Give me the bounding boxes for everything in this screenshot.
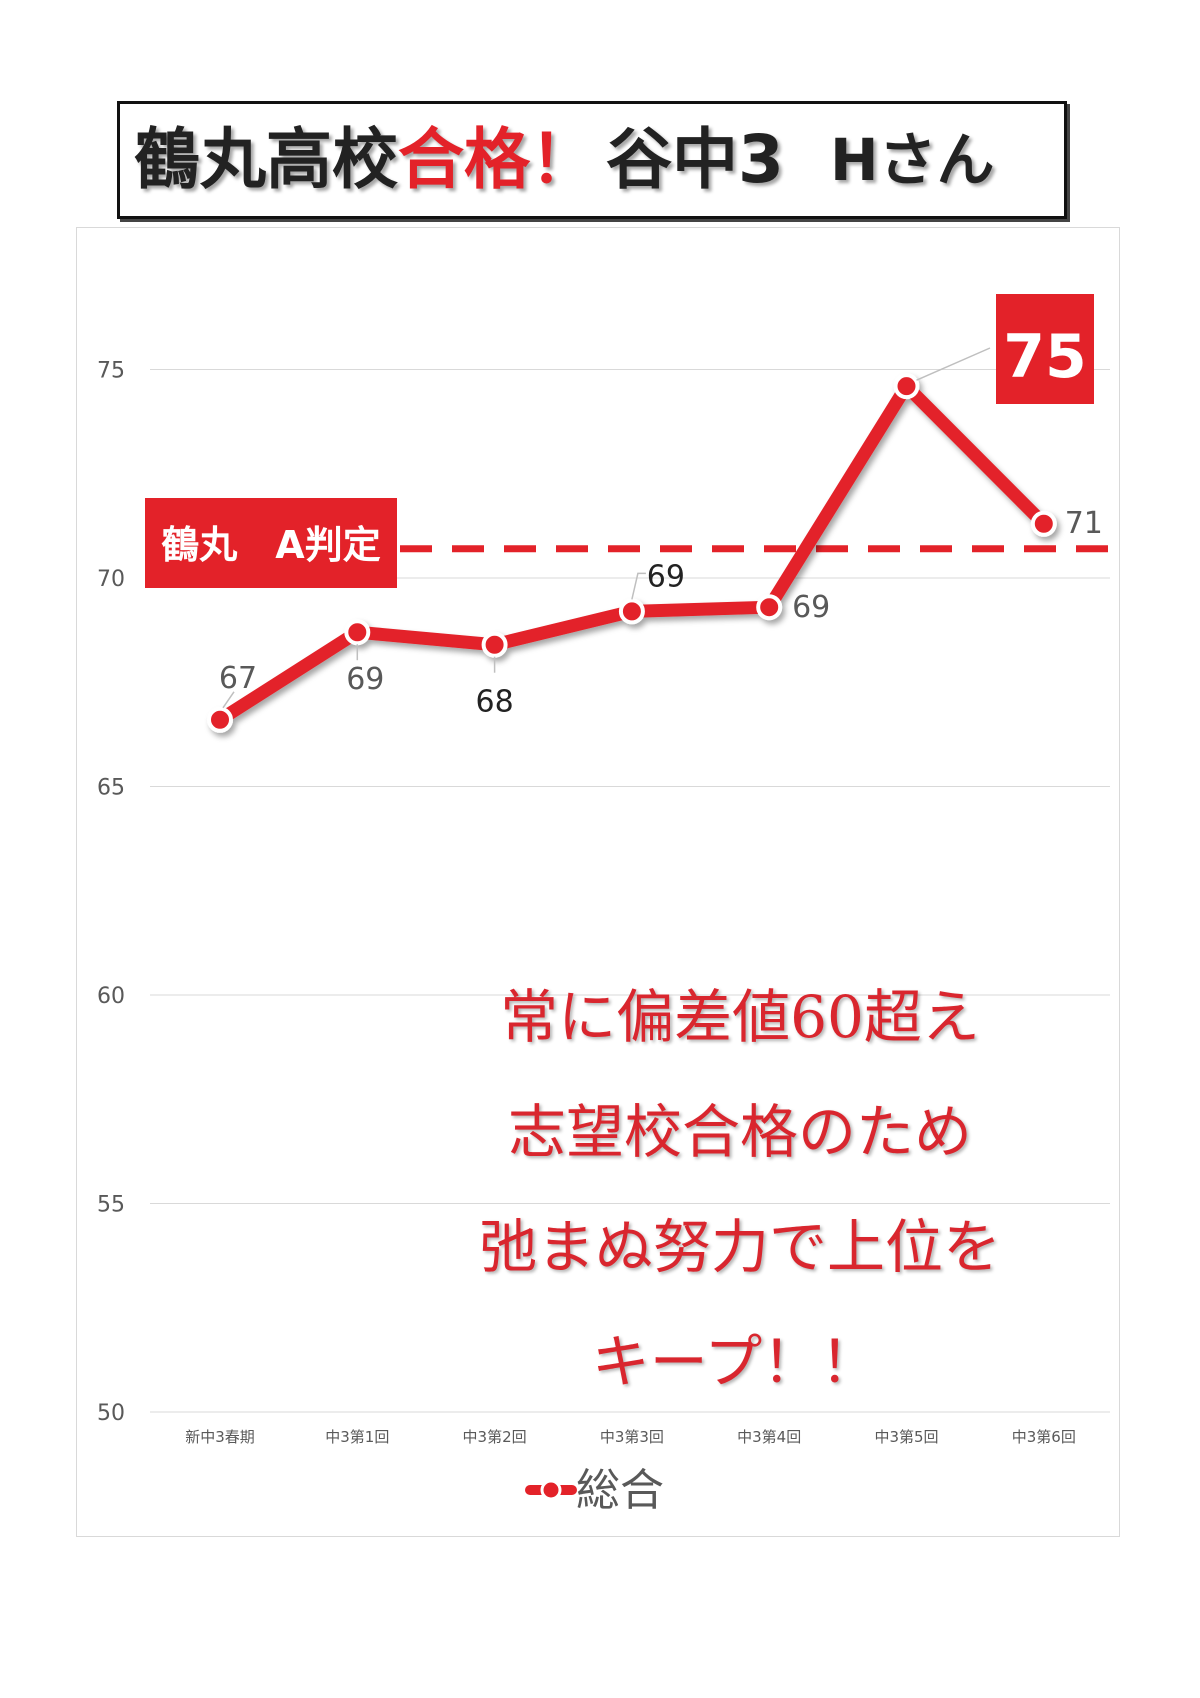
data-point bbox=[756, 594, 783, 621]
legend-label: 総合 bbox=[576, 1465, 664, 1516]
data-point bbox=[481, 631, 508, 658]
message-line-2: 志望校合格のため bbox=[507, 1098, 972, 1166]
leader-line bbox=[916, 347, 991, 381]
message-text: 常に偏差値60超え 志望校合格のため 弛まぬ努力で上位を キープ！！ bbox=[430, 960, 1050, 1420]
data-label: 69 bbox=[792, 590, 830, 625]
leader-line bbox=[631, 572, 646, 600]
x-tick-label: 中3第4回 bbox=[737, 1428, 801, 1446]
x-tick-label: 中3第1回 bbox=[325, 1428, 389, 1446]
data-point bbox=[1030, 510, 1057, 537]
x-tick-label: 中3第3回 bbox=[600, 1428, 664, 1446]
title-pass: 合格！ bbox=[398, 121, 596, 198]
data-label: 69 bbox=[647, 559, 685, 594]
y-tick-label: 55 bbox=[97, 1193, 125, 1218]
message-line-3: 弛まぬ努力で上位を bbox=[478, 1213, 1001, 1281]
title-school: 鶴丸高校 bbox=[134, 121, 398, 198]
data-label: 68 bbox=[476, 685, 514, 720]
data-label: 71 bbox=[1065, 506, 1103, 541]
threshold-badge bbox=[145, 498, 397, 588]
x-tick-label: 中3第5回 bbox=[874, 1428, 938, 1446]
data-label: 69 bbox=[346, 662, 384, 697]
data-label: 75 bbox=[1003, 322, 1087, 392]
title-school-grade: 谷中3 bbox=[606, 121, 784, 198]
y-tick-label: 75 bbox=[97, 359, 125, 384]
title-banner: 鶴丸高校 合格！ 谷中3 Hさん bbox=[117, 101, 1067, 219]
highlight-label-box bbox=[996, 294, 1094, 404]
x-tick-label: 中3第6回 bbox=[1012, 1428, 1076, 1446]
data-point bbox=[344, 619, 371, 646]
y-tick-label: 50 bbox=[97, 1401, 125, 1426]
title-student: Hさん bbox=[829, 126, 995, 194]
data-label: 67 bbox=[219, 661, 257, 696]
y-tick-label: 70 bbox=[97, 567, 125, 592]
x-tick-label: 新中3春期 bbox=[185, 1428, 255, 1446]
message-line-4: キープ！！ bbox=[591, 1328, 879, 1396]
message-line-1: 常に偏差値60超え bbox=[500, 983, 980, 1051]
threshold-label: 鶴丸 A判定 bbox=[161, 523, 380, 567]
y-tick-label: 65 bbox=[97, 776, 125, 801]
x-tick-label: 中3第2回 bbox=[463, 1428, 527, 1446]
chart-frame bbox=[76, 227, 1120, 1537]
data-point bbox=[893, 373, 920, 400]
legend-marker bbox=[540, 1479, 562, 1501]
y-tick-label: 60 bbox=[97, 984, 125, 1009]
data-point bbox=[207, 706, 233, 733]
leader-line bbox=[222, 691, 235, 709]
data-point bbox=[618, 598, 645, 625]
